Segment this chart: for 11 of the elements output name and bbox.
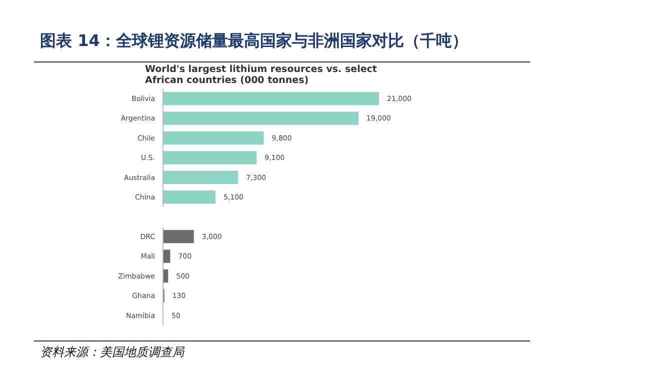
bar: [163, 92, 379, 106]
chart-title: 图表 14：全球锂资源储量最高国家与非洲国家对比（千吨）: [40, 31, 468, 50]
bar: [163, 190, 216, 204]
bar: [163, 131, 264, 145]
chart-subtitle: World's largest lithium resources vs. select African countries (000 tonnes): [145, 64, 378, 86]
bar: [163, 250, 170, 263]
bar: [163, 151, 257, 164]
bar: [163, 230, 194, 244]
text: 资料来源：美国地质调查局: [40, 345, 185, 359]
bar: [163, 112, 358, 125]
bar: [163, 170, 238, 184]
